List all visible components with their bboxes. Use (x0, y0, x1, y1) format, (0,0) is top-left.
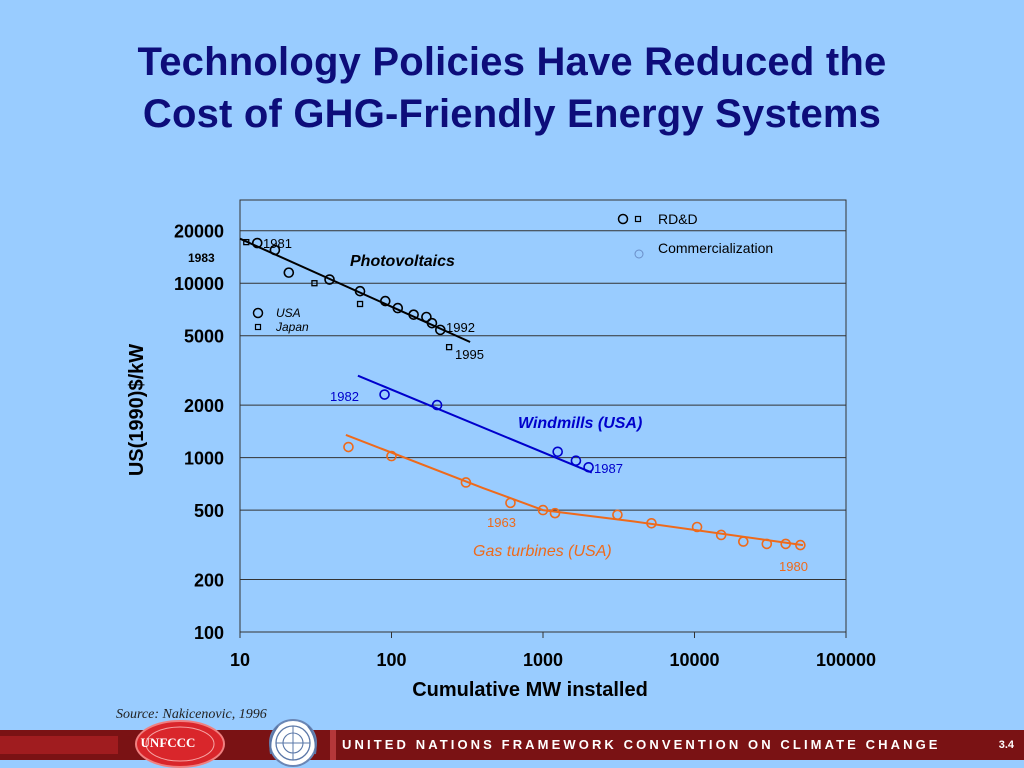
x-axis-label: Cumulative MW installed (412, 679, 648, 701)
annotation-1981: 1981 (263, 236, 292, 251)
annotation-1992: 1992 (446, 320, 475, 335)
data-point-series-3 (646, 518, 657, 529)
data-point-series-1 (445, 343, 453, 351)
data-point-series-3 (537, 504, 549, 516)
page-title: Technology Policies Have Reduced the Cos… (0, 36, 1024, 140)
unfccc-logo: UNFCCC (135, 720, 225, 768)
legend-commercialization-icon (634, 249, 644, 259)
data-point-series-2 (431, 399, 443, 411)
y-tick-label: 20000 (174, 222, 224, 242)
fit-lines (239, 237, 804, 547)
data-point-series-0 (408, 309, 419, 320)
x-tick-label: 100 (376, 650, 406, 670)
data-point-series-3 (549, 507, 561, 519)
data-point-series-0 (392, 302, 404, 314)
y-tick-label: 200 (194, 571, 224, 591)
x-tick-label: 10 (230, 650, 250, 670)
key-usa-circle-icon (252, 307, 264, 319)
un-emblem-icon (269, 719, 317, 767)
data-point-series-3 (505, 497, 516, 509)
data-point-series-0 (426, 317, 438, 329)
annotation-1983: 1983 (188, 251, 215, 265)
y-tick-label: 500 (194, 501, 224, 521)
annotation-1980: 1980 (779, 559, 808, 574)
data-point-series-0 (435, 324, 446, 336)
title-line-2: Cost of GHG-Friendly Energy Systems (142, 92, 882, 136)
legend: RD&D Commercialization (617, 211, 773, 259)
legend-rdd-square-icon (634, 215, 642, 223)
y-axis-label: US(1990)$/kW (126, 344, 148, 476)
legend-rdd-label: RD&D (658, 211, 698, 227)
annotation-1963: 1963 (487, 515, 516, 530)
key-usa-label: USA (276, 306, 301, 320)
axis-ticks: 100 200 500 1000 2000 5000 10000 20000 10 100 1000… (174, 222, 876, 670)
key-japan-label: Japan (275, 320, 309, 334)
title-line-1: Technology Policies Have Reduced the (137, 40, 887, 84)
unfccc-logo-text: UNFCCC (141, 735, 196, 750)
footer-accent-left (0, 736, 118, 754)
fit-line-series-3 (345, 433, 804, 547)
page-number: 3.4 (998, 739, 1014, 751)
footer-band-text: UNITED NATIONS FRAMEWORK CONVENTION ON C… (342, 737, 941, 752)
y-tick-label: 2000 (184, 396, 224, 416)
data-point-series-3 (738, 536, 749, 547)
data-point-series-3 (761, 538, 773, 550)
data-point-series-0 (324, 274, 335, 285)
data-point-series-0 (251, 237, 263, 249)
y-tick-label: 100 (194, 623, 224, 643)
x-tick-label: 10000 (669, 650, 719, 670)
y-tick-label: 5000 (184, 327, 224, 347)
source-note: Source: Nakicenovic, 1996 (116, 707, 267, 722)
fit-line-series-2 (357, 374, 593, 474)
footer-accent-divider (330, 730, 336, 760)
data-point-series-0 (379, 295, 391, 307)
data-point-series-2 (379, 389, 390, 400)
data-point-series-0 (421, 311, 432, 323)
annotation-1995: 1995 (455, 347, 484, 362)
data-point-series-2 (570, 455, 582, 466)
data-point-series-3 (386, 450, 397, 462)
annotation-1982: 1982 (330, 389, 359, 404)
data-point-series-1 (311, 280, 318, 287)
data-point-series-3 (612, 509, 623, 521)
data-point-series-3 (691, 521, 703, 533)
series-label-photovoltaics: Photovoltaics (350, 253, 455, 270)
annotation-1987: 1987 (594, 461, 623, 476)
key-japan-square-icon (254, 323, 262, 331)
data-point-series-1 (356, 300, 364, 308)
data-point-series-2 (583, 461, 594, 473)
data-point-series-3 (343, 441, 354, 453)
data-point-series-1 (243, 238, 250, 246)
data-point-series-0 (269, 244, 281, 256)
series-label-windmills: Windmills (USA) (518, 415, 642, 432)
data-point-series-0 (354, 285, 366, 297)
legend-commercialization-label: Commercialization (658, 240, 773, 256)
data-point-series-3 (715, 529, 727, 541)
y-tick-label: 10000 (174, 274, 224, 294)
data-points (243, 237, 806, 551)
data-point-series-3 (795, 539, 806, 551)
data-point-series-3 (780, 538, 792, 550)
data-point-series-0 (283, 267, 295, 278)
x-tick-label: 100000 (816, 650, 876, 670)
series-label-gas-turbines: Gas turbines (USA) (473, 543, 612, 560)
data-point-series-3 (460, 477, 472, 488)
data-point-series-2 (552, 446, 563, 458)
x-tick-label: 1000 (523, 650, 563, 670)
y-tick-label: 1000 (184, 449, 224, 469)
legend-rdd-circle-icon (617, 213, 629, 225)
